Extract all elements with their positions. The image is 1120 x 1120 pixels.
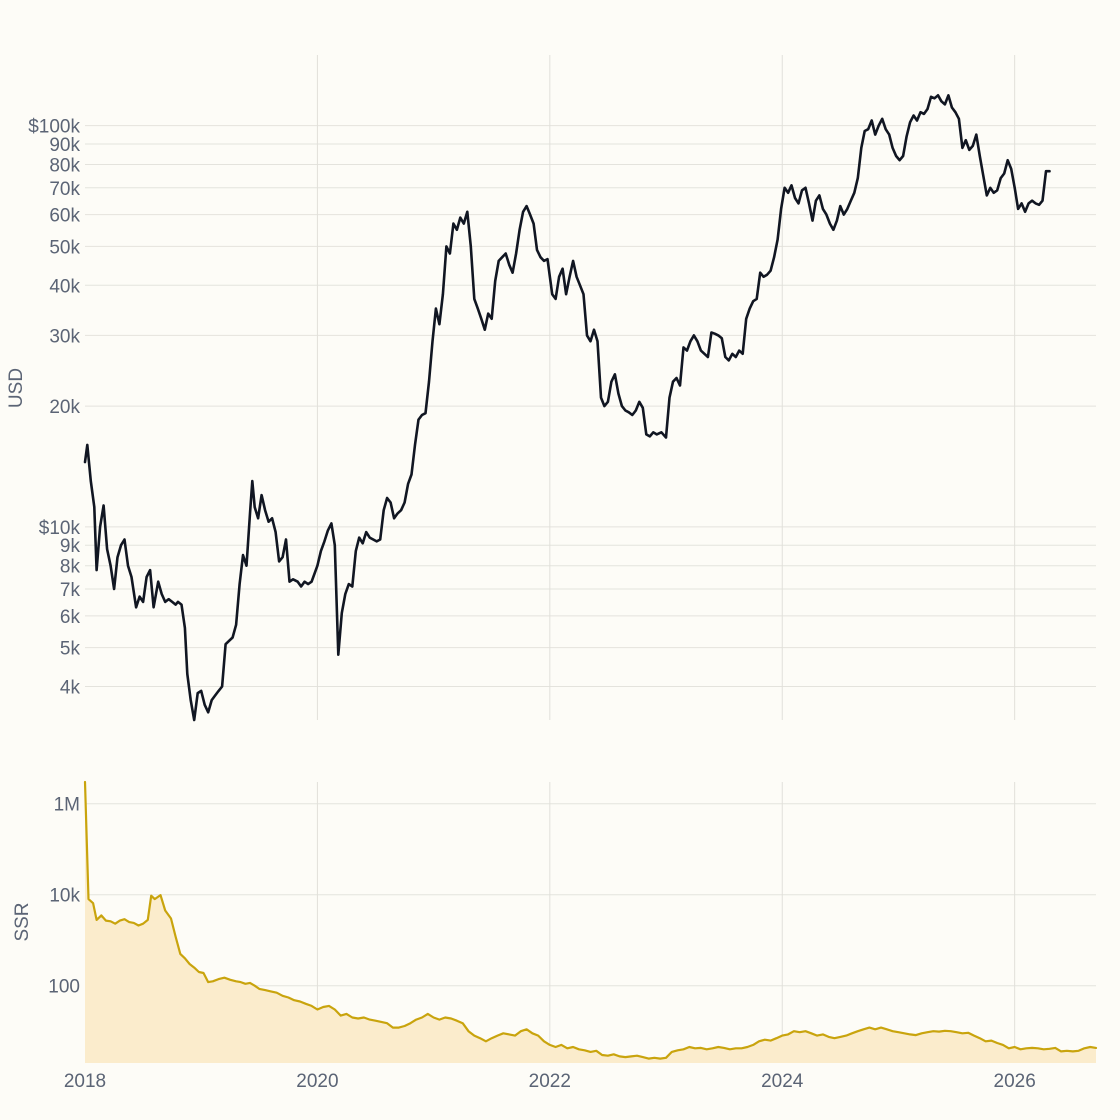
ssr-y-tick-label: 1M	[54, 795, 80, 816]
x-tick-label: 2020	[296, 1071, 338, 1092]
price-y-tick-label: 30k	[49, 326, 80, 347]
price-y-tick-label: 6k	[60, 607, 81, 628]
price-y-tick-label: 4k	[60, 677, 81, 698]
price-y-tick-label: 50k	[49, 237, 80, 258]
x-tick-label: 2024	[761, 1071, 804, 1092]
x-tick-label: 2022	[529, 1071, 571, 1092]
price-y-tick-label: 70k	[49, 179, 80, 200]
ssr-area-fill	[85, 782, 1096, 1063]
price-y-tick-label: 8k	[60, 557, 81, 578]
ssr-series-line	[83, 780, 1098, 1060]
price-y-tick-label: 20k	[49, 397, 80, 418]
price-y-tick-label: 90k	[49, 135, 80, 156]
price-y-tick-label: 80k	[49, 156, 80, 177]
ssr-y-tick-label: 100	[48, 977, 80, 998]
ssr-y-tick-label: 10k	[49, 886, 80, 907]
price-y-tick-label: $10k	[39, 518, 81, 539]
ssr-y-axis-label: SSR	[12, 902, 33, 941]
price-y-tick-label: 7k	[60, 580, 81, 601]
price-series-line	[83, 94, 1051, 722]
price-y-axis-label: USD	[6, 368, 27, 408]
x-tick-label: 2018	[64, 1071, 106, 1092]
ssr-panel: 100 10k 1M SSR 2018 2020 2022 2024 2026	[12, 780, 1098, 1092]
x-tick-label: 2026	[994, 1071, 1036, 1092]
price-y-tick-label: 40k	[49, 276, 80, 297]
price-y-tick-label: 5k	[60, 639, 81, 660]
price-y-tick-label: $100k	[28, 117, 80, 138]
price-y-tick-label: 60k	[49, 206, 80, 227]
price-y-tick-label: 9k	[60, 536, 81, 557]
